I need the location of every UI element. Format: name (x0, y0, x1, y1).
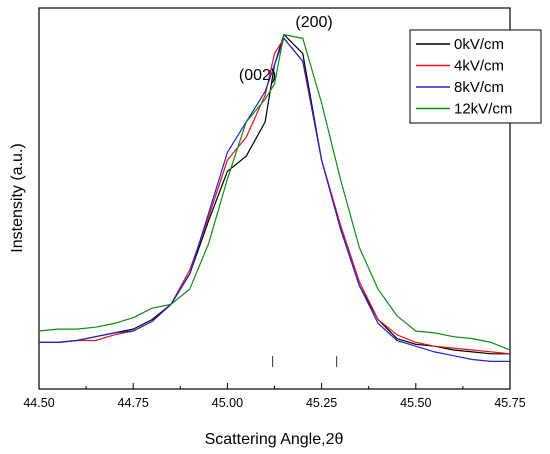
reference-marks (272, 356, 338, 367)
legend-box (409, 29, 542, 124)
x-tick-label: 44.75 (118, 396, 149, 410)
peak-label: (200) (295, 14, 332, 31)
legend: 0kV/cm 4kV/cm 8kV/cm 12kV/cm (409, 29, 542, 124)
x-axis-title: Scattering Angle,2θ (205, 431, 344, 448)
y-axis-title: Instensity (a.u.) (9, 143, 26, 252)
x-tick-label: 45.50 (400, 396, 431, 410)
series-layer (38, 33, 511, 362)
series-line-12kv-cm (38, 33, 511, 351)
peak-label: (002) (239, 67, 276, 84)
x-tick-label: 45.25 (306, 396, 337, 410)
x-tick-label: 44.50 (23, 396, 54, 410)
legend-label: 12kV/cm (454, 101, 512, 118)
x-tick-label: 45.00 (212, 396, 243, 410)
x-tick-label: 45.75 (494, 396, 525, 410)
legend-label: 0kV/cm (454, 36, 504, 53)
x-axis: 44.50 44.75 45.00 45.25 45.50 45.75 (23, 383, 526, 410)
series-line-4kv-cm (39, 37, 511, 355)
legend-label: 8kV/cm (454, 79, 504, 96)
legend-label: 4kV/cm (454, 58, 504, 75)
peak-annotations: (002) (200) (239, 14, 333, 84)
series-line-8kv-cm (39, 37, 510, 362)
